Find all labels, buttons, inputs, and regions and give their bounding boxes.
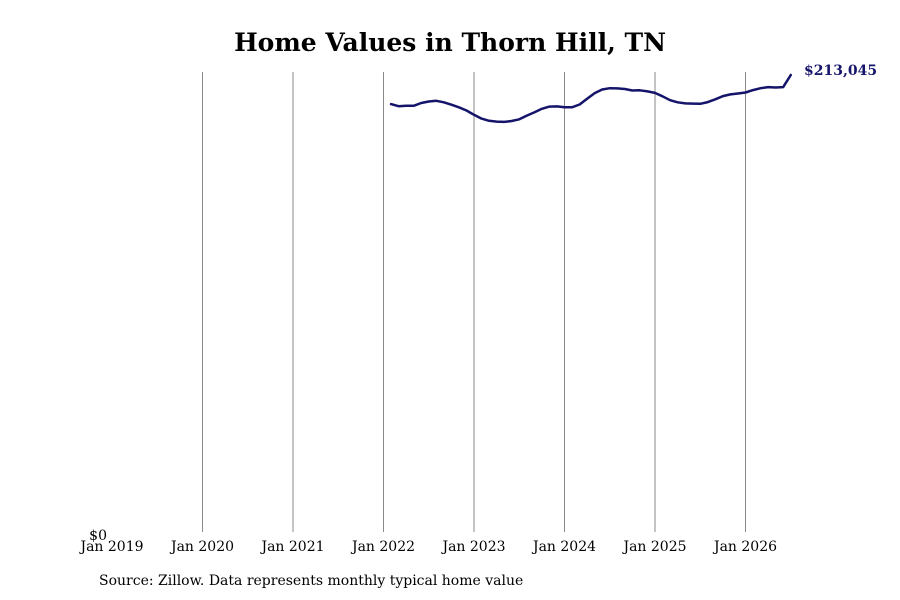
x-tick-label: Jan 2023 xyxy=(440,539,505,555)
x-tick-label: Jan 2019 xyxy=(78,539,143,555)
x-tick-label: Jan 2025 xyxy=(621,539,686,555)
grid-lines xyxy=(202,72,746,532)
end-value-label: $213,045 xyxy=(804,63,877,79)
x-tick-label: Jan 2020 xyxy=(169,539,234,555)
y-tick-label: $0 xyxy=(89,528,107,544)
x-axis-ticks: Jan 2019 Jan 2020 Jan 2021 Jan 2022 Jan 2023… xyxy=(78,539,777,555)
chart-title: Home Values in Thorn Hill, TN xyxy=(234,28,666,57)
series-line xyxy=(389,73,793,124)
x-tick-label: Jan 2022 xyxy=(350,539,415,555)
x-tick-label: Jan 2026 xyxy=(712,539,777,555)
x-tick-label: Jan 2021 xyxy=(259,539,324,555)
x-tick-label: Jan 2024 xyxy=(531,539,596,555)
source-note: Source: Zillow. Data represents monthly … xyxy=(99,573,524,589)
